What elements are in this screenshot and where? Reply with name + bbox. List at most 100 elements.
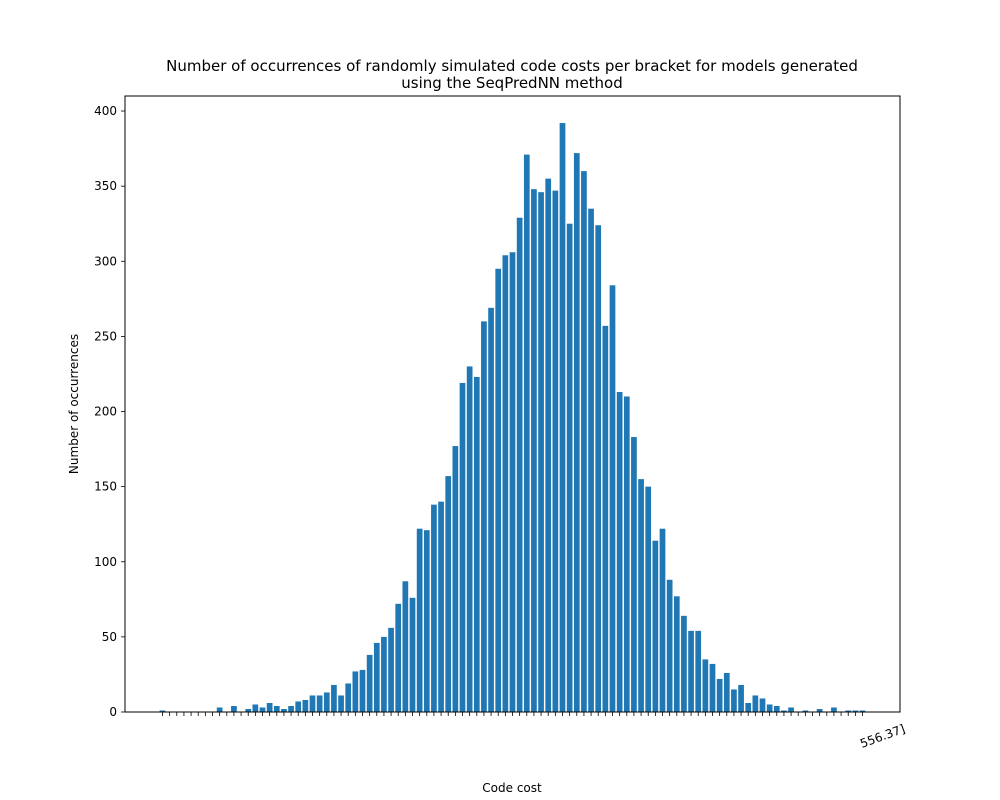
bar (673, 596, 680, 712)
bar (423, 530, 430, 712)
y-tick-label: 50 (102, 630, 117, 644)
bar (581, 171, 587, 712)
bar (309, 695, 316, 712)
bar (466, 366, 473, 712)
bar (316, 695, 323, 712)
bar (588, 208, 594, 712)
chart-title: Number of occurrences of randomly simula… (166, 57, 858, 75)
bar (252, 704, 259, 712)
bar (852, 710, 859, 712)
bar (545, 178, 552, 712)
y-tick-label: 100 (94, 555, 117, 569)
bar (723, 672, 730, 712)
bar (773, 705, 780, 712)
y-axis-ticks: 0 50 100 150 200 250 300 350 400 (94, 104, 125, 719)
bar (502, 255, 509, 712)
x-tick-label-last: 556.37] (858, 722, 907, 751)
bar (645, 486, 652, 712)
bar (295, 701, 302, 712)
bar (688, 630, 694, 712)
bar (381, 636, 387, 712)
bar (566, 223, 573, 712)
bar (266, 702, 273, 712)
bar (302, 699, 309, 712)
bar (666, 579, 673, 712)
bar (831, 707, 837, 712)
bar (523, 154, 530, 713)
y-axis-label: Number of occurrences (67, 334, 81, 474)
bar (452, 446, 459, 712)
bar (595, 225, 602, 712)
bar (352, 671, 359, 712)
bar (845, 710, 852, 712)
bar (388, 627, 394, 712)
bar (431, 504, 437, 712)
bar (345, 683, 352, 712)
bar (738, 684, 744, 712)
bar (559, 123, 566, 713)
bar (531, 189, 537, 712)
bar (281, 709, 287, 712)
bars-group (159, 123, 866, 713)
bar (473, 376, 480, 712)
bar (409, 597, 416, 712)
bar (788, 707, 794, 712)
bar (273, 705, 280, 712)
bar (602, 325, 609, 712)
bar (259, 707, 266, 712)
bar (716, 678, 723, 712)
bar (459, 382, 466, 712)
bar (652, 540, 659, 712)
bar (402, 581, 409, 712)
bar (416, 528, 423, 712)
chart-subtitle: using the SeqPredNN method (401, 74, 622, 92)
y-tick-label: 250 (94, 329, 117, 343)
y-tick-label: 400 (94, 104, 117, 118)
bar (445, 476, 452, 712)
bar (623, 396, 630, 712)
bar (359, 669, 366, 712)
bar (323, 692, 330, 712)
bar (573, 153, 580, 713)
y-tick-label: 0 (109, 705, 117, 719)
bar (781, 710, 787, 712)
bar (766, 704, 773, 712)
bar (752, 695, 759, 712)
bar (638, 479, 644, 712)
bar (366, 654, 373, 712)
bar (516, 217, 523, 712)
bar (538, 192, 544, 712)
bar (552, 190, 559, 712)
bar (495, 268, 502, 712)
bar (373, 642, 380, 712)
bar (709, 663, 716, 712)
bar (616, 391, 623, 712)
bar (759, 698, 766, 712)
bar (338, 695, 344, 712)
bar (159, 710, 166, 712)
bar (331, 684, 337, 712)
bar (745, 702, 752, 712)
x-axis-label: Code cost (482, 781, 542, 795)
bar (731, 689, 737, 712)
y-tick-label: 200 (94, 405, 117, 419)
bar (509, 252, 516, 712)
bar (816, 709, 823, 712)
plot-frame (124, 95, 901, 713)
bar (438, 501, 444, 712)
x-axis-ticks (162, 712, 863, 716)
bar (631, 437, 637, 712)
y-tick-label: 350 (94, 179, 117, 193)
bar (231, 705, 237, 712)
bar (681, 615, 687, 712)
bar (395, 603, 402, 712)
bar (216, 707, 223, 712)
bar (702, 659, 709, 712)
y-tick-label: 300 (94, 254, 117, 268)
bar (488, 307, 494, 712)
bar (481, 321, 487, 712)
bar (659, 528, 666, 712)
bar (288, 705, 294, 712)
y-tick-label: 150 (94, 480, 117, 494)
